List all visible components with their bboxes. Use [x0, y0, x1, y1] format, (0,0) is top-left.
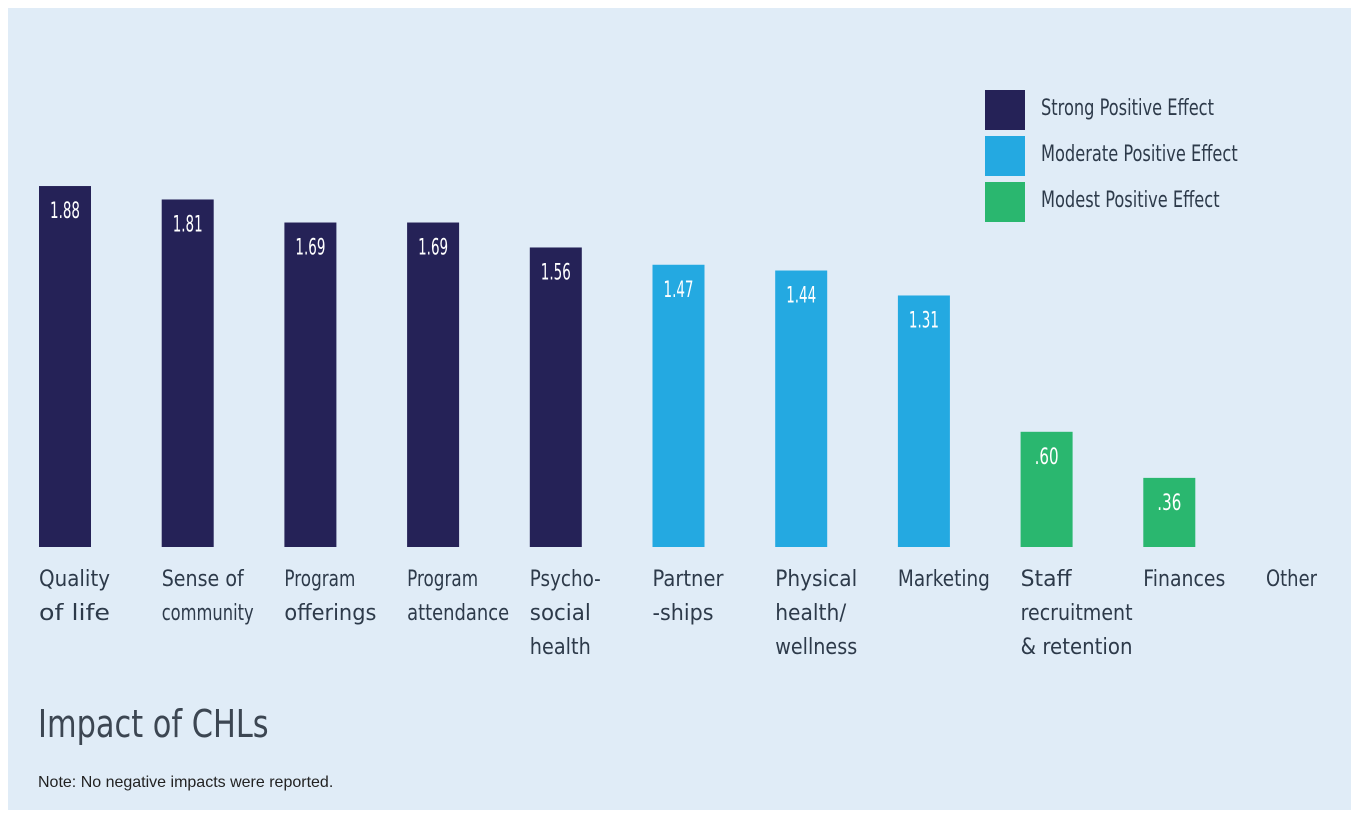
category-label-7: Marketing	[898, 567, 990, 592]
bar-7	[897, 295, 950, 547]
bar-value-label-9: .36	[1157, 491, 1181, 516]
bar-value-label-2: 1.69	[295, 236, 325, 261]
category-label-1-line-1: community	[162, 601, 254, 626]
category-label-9: Finances	[1143, 567, 1225, 592]
bar-5	[652, 264, 705, 547]
legend-swatch-strong	[985, 90, 1025, 130]
category-label-6: Physical health/wellness	[775, 567, 857, 660]
category-label-4-line-0: Psycho-	[530, 567, 601, 592]
category-label-8-line-2: & retention	[1021, 635, 1133, 660]
category-label-0-line-1: of life	[39, 601, 110, 626]
bar-1	[161, 199, 214, 548]
legend-swatch-modest	[985, 182, 1025, 222]
category-label-3-line-0: Program	[407, 567, 478, 592]
category-label-4-line-2: health	[530, 635, 591, 660]
category-label-6-line-2: wellness	[775, 635, 857, 660]
legend-label-strong: Strong Positive Effect	[1041, 96, 1214, 121]
category-label-1-line-0: Sense of	[162, 567, 245, 592]
legend: Strong Positive Effect Moderate Positive…	[985, 90, 1285, 228]
bar-value-label-6: 1.44	[786, 284, 816, 309]
bar-3	[407, 222, 460, 547]
category-label-4-line-1: social	[530, 601, 591, 626]
bar-4	[529, 247, 582, 548]
category-label-3-line-1: attendance	[407, 601, 509, 626]
bar-value-label-3: 1.69	[418, 236, 448, 261]
category-label-10-line-0: Other	[1266, 567, 1318, 592]
bar-2	[284, 222, 337, 547]
bar-value-label-0: 1.88	[50, 199, 80, 224]
category-label-9-line-0: Finances	[1143, 567, 1225, 592]
bar-value-label-8: .60	[1035, 445, 1059, 470]
legend-item-strong: Strong Positive Effect	[985, 90, 1285, 136]
chart-note: Note: No negative impacts were reported.	[38, 774, 334, 791]
category-label-3: Program attendance	[407, 567, 509, 626]
category-label-6-line-0: Physical	[775, 567, 857, 592]
bar-0	[39, 186, 91, 548]
category-label-5-line-0: Partner	[653, 567, 725, 592]
chart-title: Impact of CHLs	[38, 702, 269, 746]
bar-value-label-5: 1.47	[664, 278, 694, 303]
category-label-10: Other	[1266, 567, 1318, 592]
legend-label-moderate: Moderate Positive Effect	[1041, 142, 1238, 167]
category-label-2-line-1: offerings	[284, 601, 376, 626]
bar-9	[1143, 477, 1196, 547]
category-label-7-line-0: Marketing	[898, 567, 990, 592]
bar-value-label-7: 1.31	[909, 308, 939, 333]
legend-label-modest: Modest Positive Effect	[1041, 188, 1220, 213]
category-label-5-line-1: -ships	[653, 601, 714, 626]
category-label-2-line-0: Program	[284, 567, 355, 592]
bar-8	[1020, 431, 1073, 547]
category-label-1: Sense of community	[162, 567, 254, 626]
category-label-0-line-0: Quality	[39, 567, 110, 592]
category-label-0: Quality of life	[39, 567, 110, 626]
category-label-2: Program offerings	[284, 567, 376, 626]
bar-value-label-4: 1.56	[541, 260, 571, 285]
category-label-8-line-1: recruitment	[1021, 601, 1133, 626]
legend-swatch-moderate	[985, 136, 1025, 176]
category-label-4: Psycho-social health	[530, 567, 601, 660]
bar-6	[775, 270, 828, 547]
bar-value-label-1: 1.81	[173, 212, 203, 237]
category-label-5: Partner -ships	[653, 567, 725, 626]
legend-item-modest: Modest Positive Effect	[985, 182, 1285, 228]
legend-item-moderate: Moderate Positive Effect	[985, 136, 1285, 182]
category-label-6-line-1: health/	[775, 601, 847, 626]
category-label-8-line-0: Staff	[1021, 567, 1073, 592]
category-label-8: Staff recruitment & retention	[1021, 567, 1133, 660]
